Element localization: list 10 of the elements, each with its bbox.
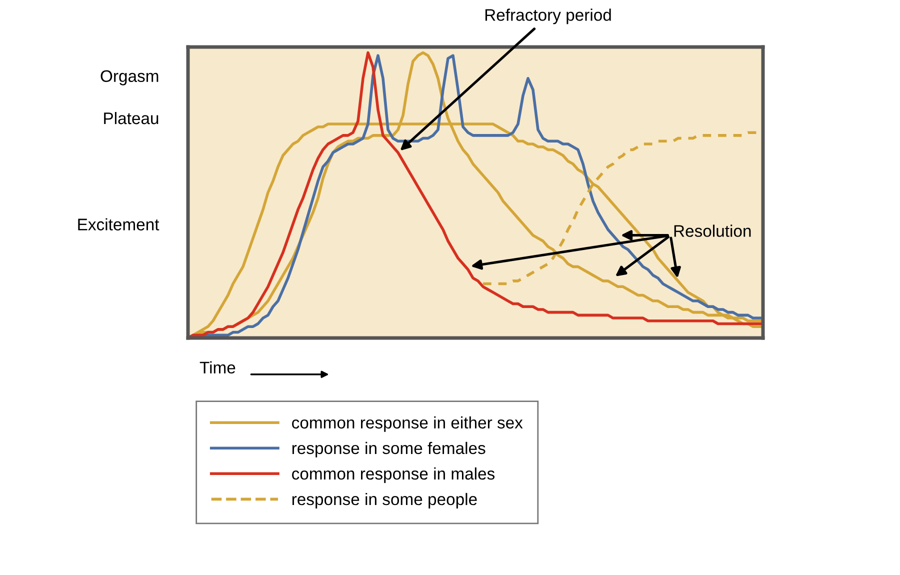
annotation: Resolution <box>674 224 751 237</box>
text: Plateau <box>104 112 158 124</box>
legend-label: common response in males <box>292 467 495 483</box>
x-axis-title: Time <box>200 361 236 374</box>
text: Orgasm <box>100 70 158 86</box>
legend-label: response in some females <box>292 442 486 458</box>
text: Refractory period <box>485 8 611 24</box>
text: Excitement <box>78 218 160 230</box>
legend-label: common response in either sex <box>292 416 523 432</box>
legend-label: response in some people <box>292 492 477 508</box>
